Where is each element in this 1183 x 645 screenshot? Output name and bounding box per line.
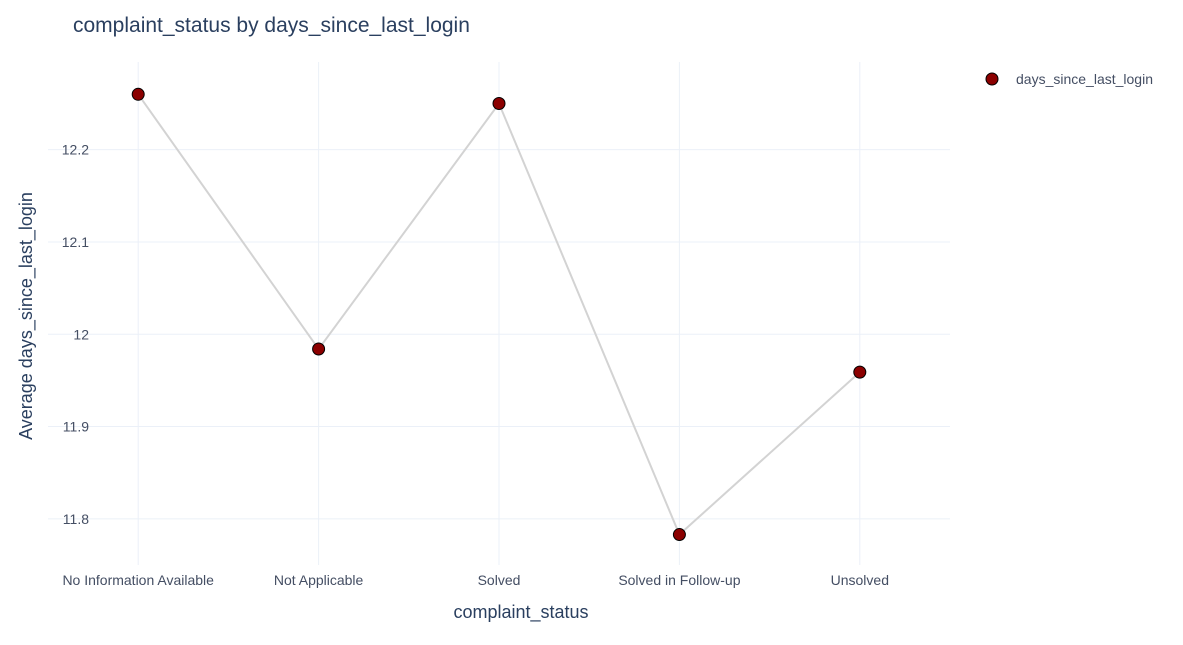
y-axis-title: Average days_since_last_login [16,192,37,440]
grid-layer [48,62,950,565]
y-tick-label: 12 [73,326,89,342]
data-point [853,365,867,379]
x-axis-title: complaint_status [453,602,588,623]
x-tick-label: Unsolved [831,572,889,588]
data-point [672,528,686,542]
data-point [131,87,145,101]
legend-label: days_since_last_login [1016,71,1153,87]
y-tick-label: 11.8 [63,511,89,527]
x-tick-labels: No Information Available Not Applicable So… [62,572,889,588]
x-tick-label: Solved [478,572,521,588]
chart-title: complaint_status by days_since_last_logi… [73,14,470,37]
legend-marker [985,72,999,86]
x-tick-label: Not Applicable [274,572,364,588]
x-tick-label: No Information Available [62,572,214,588]
y-tick-labels: 11.8 11.9 12 12.1 12.2 [62,142,89,527]
data-point [492,97,506,111]
x-tick-label: Solved in Follow-up [618,572,740,588]
legend[interactable]: days_since_last_login [985,71,1153,87]
y-tick-label: 12.1 [62,234,89,250]
y-tick-label: 12.2 [62,142,89,158]
data-point [312,342,326,356]
y-tick-label: 11.9 [63,419,89,435]
marker-layer [131,87,867,542]
